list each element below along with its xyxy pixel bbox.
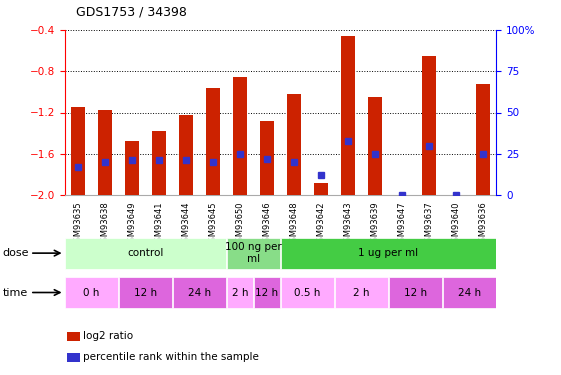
- Bar: [421, 56, 436, 195]
- Bar: [314, 183, 328, 195]
- Text: 2 h: 2 h: [232, 288, 249, 297]
- Text: 24 h: 24 h: [188, 288, 211, 297]
- Text: GDS1753 / 34398: GDS1753 / 34398: [76, 6, 187, 19]
- Bar: [287, 94, 301, 195]
- Bar: [125, 141, 140, 195]
- Bar: [281, 238, 496, 268]
- Text: 24 h: 24 h: [458, 288, 481, 297]
- Bar: [254, 277, 280, 308]
- Bar: [151, 131, 167, 195]
- Bar: [476, 84, 490, 195]
- Bar: [65, 277, 118, 308]
- Bar: [227, 277, 253, 308]
- Text: time: time: [3, 288, 28, 297]
- Bar: [389, 277, 442, 308]
- Bar: [367, 97, 383, 195]
- Bar: [227, 238, 280, 268]
- Text: 2 h: 2 h: [353, 288, 370, 297]
- Bar: [260, 121, 274, 195]
- Text: 0.5 h: 0.5 h: [295, 288, 321, 297]
- Bar: [233, 78, 247, 195]
- Text: 1 ug per ml: 1 ug per ml: [358, 248, 419, 258]
- Bar: [98, 110, 112, 195]
- Text: 12 h: 12 h: [134, 288, 157, 297]
- Bar: [119, 277, 172, 308]
- Bar: [281, 277, 334, 308]
- Bar: [335, 277, 388, 308]
- Bar: [71, 107, 85, 195]
- Text: 12 h: 12 h: [255, 288, 279, 297]
- Text: 100 ng per
ml: 100 ng per ml: [225, 242, 282, 264]
- Text: percentile rank within the sample: percentile rank within the sample: [83, 352, 259, 362]
- Bar: [205, 88, 220, 195]
- Bar: [443, 277, 496, 308]
- Bar: [173, 277, 226, 308]
- Bar: [341, 36, 356, 195]
- Bar: [178, 115, 194, 195]
- Text: control: control: [127, 248, 164, 258]
- Text: 0 h: 0 h: [84, 288, 100, 297]
- Text: log2 ratio: log2 ratio: [83, 332, 133, 341]
- Text: 12 h: 12 h: [404, 288, 427, 297]
- Bar: [65, 238, 226, 268]
- Text: dose: dose: [3, 248, 29, 258]
